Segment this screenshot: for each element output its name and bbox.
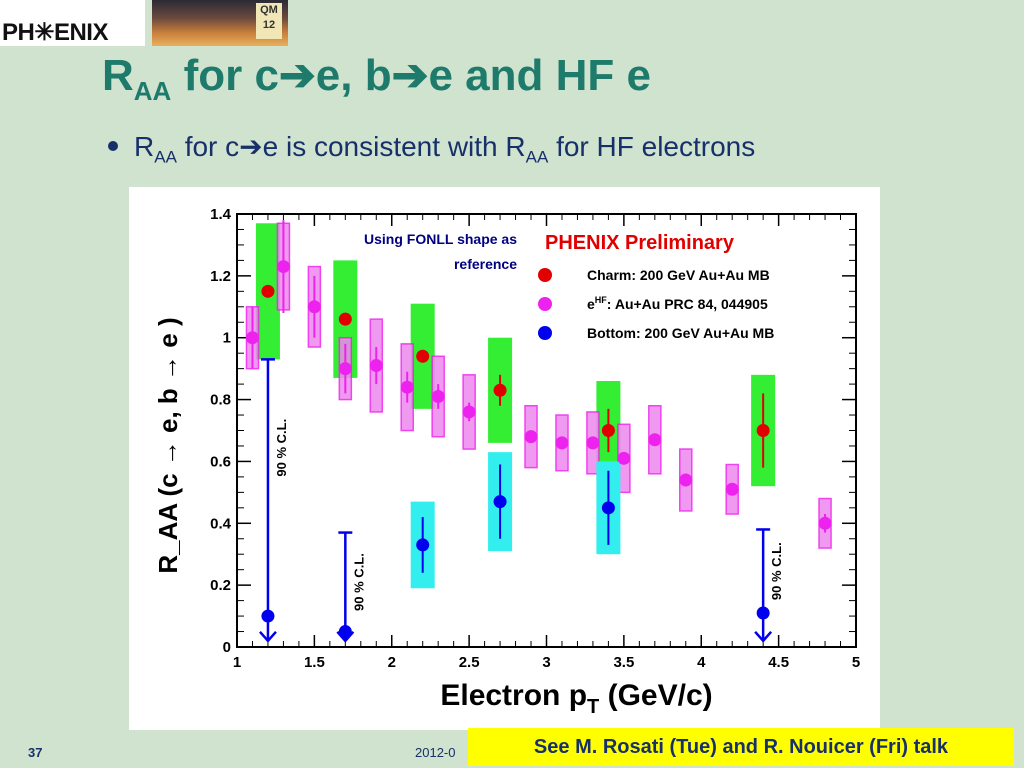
bullet-dot-icon [108,140,118,151]
bullet-point: RAA for c➔e is consistent with RAA for H… [108,130,755,168]
data-point [338,312,352,326]
legend-entry: Charm: 200 GeV Au+Au MB [587,267,770,283]
data-point [307,300,321,314]
data-point [756,606,770,620]
preliminary-label: PHENIX Preliminary [545,232,735,254]
x-tick-label: 4 [697,654,706,671]
data-point [524,430,538,444]
data-point [756,424,770,437]
data-point [400,380,414,394]
page-number: 37 [28,745,43,760]
data-point [725,482,739,496]
raa-chart: 1 1.5 2 2.5 3 3.5 4 4.5 5 0 0.2 0.4 0.6 0.8 1 1.2 1.4 Ele… [153,206,860,718]
data-point [493,495,507,509]
cl-label: 90 % C.L. [769,542,784,600]
slide-title: RAA for c➔e, b➔e and HF e [102,51,651,106]
x-tick-label: 3.5 [613,654,634,671]
x-axis-label: Electron pT (GeV/c) [440,679,712,718]
data-point [679,473,693,487]
plot-panel: 1 1.5 2 2.5 3 3.5 4 4.5 5 0 0.2 0.4 0.6 0.8 1 1.2 1.4 Ele… [129,187,880,730]
data-point [431,389,445,403]
y-tick-label: 1.4 [210,206,232,223]
x-tick-label: 1.5 [304,654,325,671]
data-point [276,260,290,274]
data-point [245,331,259,345]
data-point [818,516,832,530]
data-point [462,405,476,419]
data-point [601,501,615,515]
legend-entry: Bottom: 200 GeV Au+Au MB [587,325,774,341]
data-point [338,625,352,639]
qm-badge: QM 12 [256,3,282,39]
data-point [648,433,662,447]
fonll-annotation: reference [454,256,517,272]
y-tick-label: 0.6 [210,453,231,470]
phenix-logo: PH✳ENIX [0,0,145,46]
upper-limit-arrow [259,630,277,643]
data-point [493,383,507,397]
x-tick-label: 5 [852,654,860,671]
data-point [601,424,615,437]
legend-marker [538,268,552,282]
legend-marker [538,297,552,311]
x-tick-label: 4.5 [768,654,789,671]
upper-limit-arrow [754,630,773,643]
x-tick-label: 1 [233,654,241,671]
data-point [555,436,569,450]
y-axis-label: R_AA (c → e, b → e ) [153,317,183,573]
data-point [338,362,352,376]
legend-marker [538,326,552,340]
logo-text: PH✳ENIX [2,19,108,46]
data-point [369,359,383,373]
x-tick-label: 2 [388,654,396,671]
y-tick-label: 0.8 [210,392,231,409]
y-tick-label: 0.4 [210,515,232,532]
y-tick-label: 1.2 [210,268,231,285]
x-tick-label: 3 [542,654,550,671]
cl-label: 90 % C.L. [351,553,366,611]
y-tick-label: 1 [223,330,231,347]
legend-entry: eHF: Au+Au PRC 84, 044905 [587,295,768,312]
data-point [261,284,275,298]
talk-reference: See M. Rosati (Tue) and R. Nouicer (Fri)… [468,728,1014,766]
data-point [416,538,430,552]
y-tick-label: 0 [223,639,231,656]
data-point [586,436,600,450]
x-tick-label: 2.5 [459,654,480,671]
data-point [261,609,275,623]
fonll-annotation: Using FONLL shape as [364,231,517,247]
data-point [416,349,430,363]
data-point [617,451,631,465]
footer-date: 2012-0 [415,745,456,760]
conference-image: QM 12 [152,0,288,46]
y-tick-label: 0.2 [210,577,231,594]
cl-label: 90 % C.L. [274,419,289,477]
